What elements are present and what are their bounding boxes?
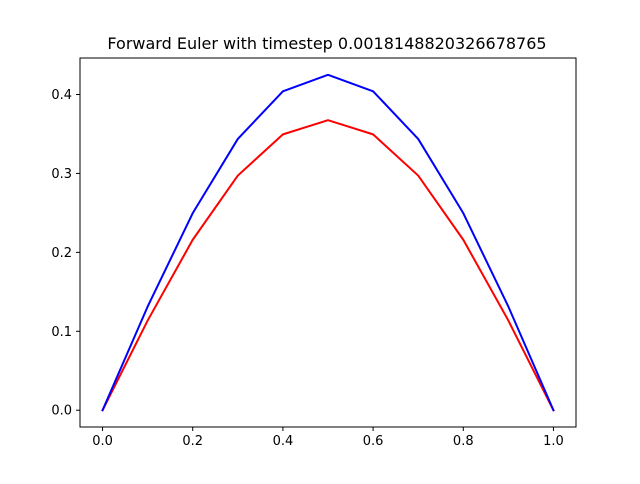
series-layer: [101, 73, 555, 412]
x-tick-label: 0.0: [92, 434, 113, 449]
y-tick-label: 0.1: [51, 325, 72, 340]
x-tick-label: 0.8: [453, 434, 474, 449]
x-tick-label: 1.0: [543, 434, 564, 449]
series-line-blue: [101, 73, 555, 412]
x-tick-label: 0.6: [363, 434, 384, 449]
axes-layer: 0.0 0.2 0.4 0.6 0.8 1.0 0.0 0.1 0.2 0.3 0.4: [51, 57, 577, 449]
y-tick-label: 0.3: [51, 167, 72, 182]
y-tick-label: 0.4: [51, 88, 72, 103]
series-line-red: [101, 119, 555, 412]
y-tick-label: 0.0: [51, 404, 72, 419]
axes-frame: [79, 57, 577, 428]
x-tick-label: 0.4: [273, 434, 294, 449]
x-tick-label: 0.2: [182, 434, 203, 449]
y-tick-label: 0.2: [51, 246, 72, 261]
chart-title: Forward Euler with timestep 0.0018148820…: [107, 34, 546, 53]
